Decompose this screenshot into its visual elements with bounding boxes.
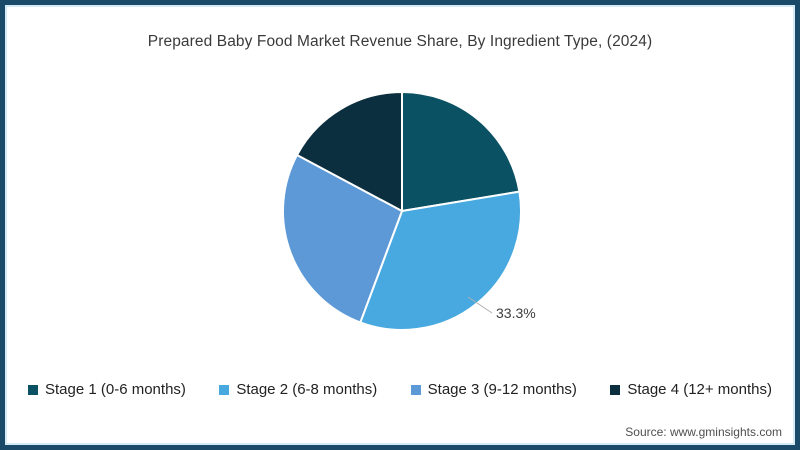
legend-swatch-stage-1: [28, 384, 38, 395]
pie-chart: 33.3%: [272, 81, 592, 341]
label-leader-line: [467, 296, 493, 314]
pie-slice-stage-3[interactable]: [282, 153, 403, 324]
slice-value-label: 33.3%: [496, 305, 536, 321]
chart-title: Prepared Baby Food Market Revenue Share,…: [147, 33, 653, 50]
legend-label-stage-3: Stage 3 (9-12 months): [427, 381, 577, 398]
legend-item-stage-4[interactable]: Stage 4 (12+ months): [610, 381, 772, 398]
legend-item-stage-3[interactable]: Stage 3 (9-12 months): [410, 381, 577, 398]
pie-slice-stage-4[interactable]: [296, 91, 403, 212]
legend-label-stage-4: Stage 4 (12+ months): [627, 381, 772, 398]
source-attribution: Source: www.gminsights.com: [625, 425, 782, 439]
legend-label-stage-1: Stage 1 (0-6 months): [45, 381, 186, 398]
legend-item-stage-2[interactable]: Stage 2 (6-8 months): [219, 381, 377, 398]
legend-swatch-stage-3: [410, 384, 421, 395]
legend: Stage 1 (0-6 months) Stage 2 (6-8 months…: [0, 381, 800, 398]
pie-chart-svg: 33.3%: [282, 91, 536, 331]
pie-slices-group: [282, 91, 522, 331]
legend-swatch-stage-2: [219, 384, 230, 395]
pie-slice-stage-1[interactable]: [401, 91, 521, 212]
legend-label-stage-2: Stage 2 (6-8 months): [236, 381, 378, 398]
legend-item-stage-1[interactable]: Stage 1 (0-6 months): [28, 381, 186, 398]
legend-swatch-stage-4: [610, 384, 621, 395]
